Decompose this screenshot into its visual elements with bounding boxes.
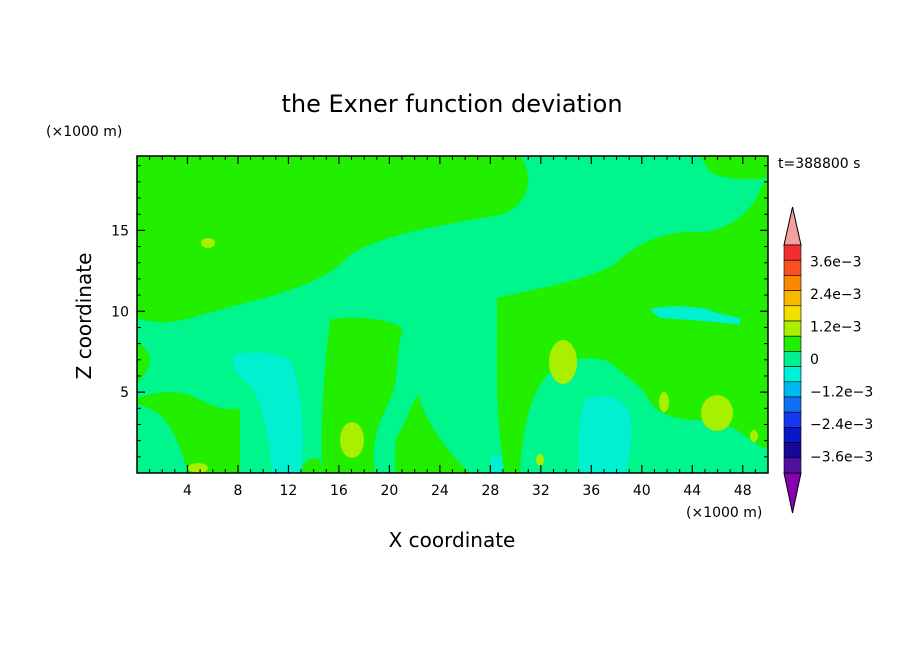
- time-label: t=388800 s: [778, 156, 860, 172]
- y-axis-label: Z coordinate: [72, 253, 96, 380]
- x-tick-label: 28: [481, 483, 499, 499]
- y-unit-label: (×1000 m): [46, 124, 122, 140]
- region-lower-mid-strip: [300, 458, 322, 473]
- contour-regions-yellowgreen: [188, 238, 758, 473]
- x-tick-label: 8: [233, 483, 242, 499]
- colorbar-bin: [783, 290, 802, 307]
- region-yg-1: [549, 340, 577, 384]
- colorbar-bin: [783, 259, 802, 276]
- colorbar-bin: [783, 275, 802, 291]
- colorbar-tick-label: −1.2e−3: [810, 385, 873, 401]
- y-tick-label: 5: [120, 385, 129, 401]
- colorbar-bin: [783, 457, 802, 474]
- region-yg-6: [188, 463, 208, 473]
- region-yg-5: [201, 238, 215, 248]
- x-unit-label: (×1000 m): [686, 505, 762, 521]
- region-lower-left: [137, 392, 240, 473]
- colorbar-bin: [783, 351, 802, 367]
- region-center-spike: [395, 395, 470, 473]
- colorbar-tick-label: 2.4e−3: [810, 287, 862, 303]
- x-tick-label: 12: [280, 483, 298, 499]
- region-yg-8: [536, 454, 544, 466]
- region-yg-2: [340, 422, 364, 458]
- region-neg-right: [578, 395, 632, 473]
- x-tick-label: 4: [183, 483, 192, 499]
- x-tick-label: 24: [431, 483, 449, 499]
- colorbar-bin: [783, 366, 802, 383]
- colorbar-tick-label: 3.6e−3: [810, 254, 862, 270]
- region-upper-right-top: [700, 156, 768, 180]
- region-yg-3: [701, 395, 733, 431]
- region-upper-left: [137, 156, 529, 323]
- region-neg-small-2: [650, 306, 740, 325]
- x-tick-label: 16: [330, 483, 348, 499]
- region-neg-small-1: [490, 454, 502, 473]
- x-tick-label: 44: [683, 483, 701, 499]
- chart-title: the Exner function deviation: [281, 90, 622, 118]
- colorbar: 3.6e−3 2.4e−3 1.2e−3 0 −1.2e−3 −2.4e−3 −3.6e−3: [783, 206, 873, 514]
- colorbar-arrow-top: [783, 206, 802, 246]
- colorbar-bin: [783, 335, 802, 352]
- x-tick-label: 40: [633, 483, 651, 499]
- y-tick-label: 10: [111, 304, 129, 320]
- contour-regions-negative: [232, 306, 740, 473]
- x-tick-label: 48: [734, 483, 752, 499]
- colorbar-bin: [783, 244, 802, 261]
- region-yg-7: [750, 430, 758, 442]
- colorbar-tick-label: 1.2e−3: [810, 319, 862, 335]
- x-axis: 4 8 12 16 20 24 28 32 36 40 44 48: [149, 156, 756, 499]
- colorbar-tick-label: −2.4e−3: [810, 417, 873, 433]
- colorbar-bin: [783, 427, 802, 443]
- x-axis-label: X coordinate: [389, 528, 516, 552]
- y-tick-label: 15: [111, 223, 129, 239]
- colorbar-arrow-bottom: [783, 472, 802, 514]
- region-neg-left: [232, 352, 303, 473]
- x-tick-label: 20: [380, 483, 398, 499]
- colorbar-bin: [783, 381, 802, 398]
- colorbar-tick-label: −3.6e−3: [810, 450, 873, 466]
- colorbar-tick-label: 0: [810, 352, 819, 368]
- region-upper-right: [496, 156, 768, 473]
- colorbar-bin: [783, 396, 802, 413]
- contour-regions-positive: [137, 156, 768, 473]
- colorbar-bin: [783, 320, 802, 337]
- region-yg-4: [659, 392, 669, 412]
- x-tick-label: 32: [532, 483, 550, 499]
- colorbar-bin: [783, 442, 802, 459]
- region-mid-left-edge: [137, 340, 150, 385]
- y-axis: 5 10 15: [111, 165, 768, 458]
- x-tick-label: 36: [582, 483, 600, 499]
- colorbar-bin: [783, 411, 802, 428]
- colorbar-bin: [783, 305, 802, 322]
